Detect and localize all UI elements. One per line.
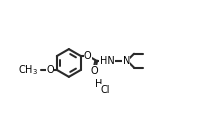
Text: H: H [95, 79, 103, 89]
Text: O: O [46, 65, 54, 75]
Text: HN: HN [100, 56, 114, 66]
Text: N: N [123, 56, 130, 66]
Text: Cl: Cl [100, 85, 110, 95]
Text: O: O [91, 66, 99, 76]
Text: O: O [84, 51, 92, 61]
Text: CH$_3$: CH$_3$ [18, 63, 38, 77]
